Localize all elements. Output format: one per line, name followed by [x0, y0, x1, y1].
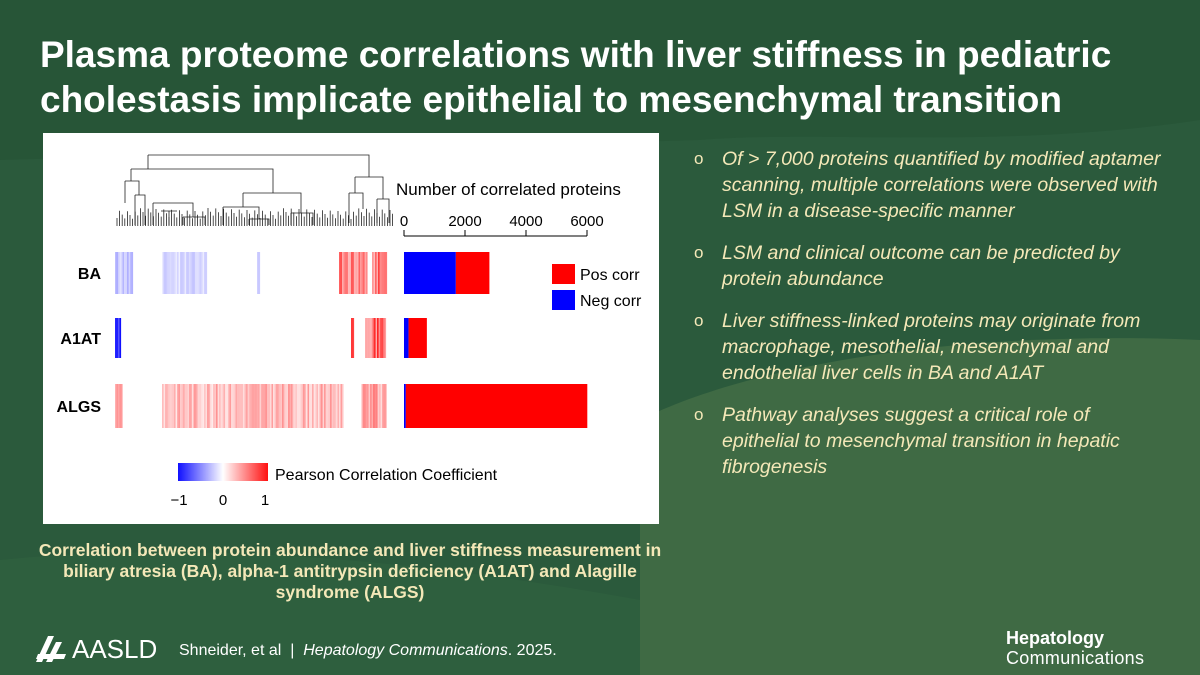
- journal-brand-line2: Communications: [1006, 648, 1145, 668]
- heatmap-segment: [162, 252, 208, 294]
- bullet-circle-icon: o: [694, 243, 704, 262]
- finding-item: o LSM and clinical outcome can be predict…: [694, 240, 1164, 292]
- finding-text: Liver stiffness-linked proteins may orig…: [722, 310, 1141, 384]
- colorbar: [178, 463, 268, 481]
- heatmap-segment: [257, 252, 261, 294]
- journal-brand-line1: Hepatology: [1006, 628, 1105, 648]
- legend-label: Pos corr: [580, 267, 640, 284]
- heatmap-segment: [339, 252, 368, 294]
- finding-item: o Of > 7,000 proteins quantified by modif…: [694, 146, 1164, 224]
- key-findings-list: o Of > 7,000 proteins quantified by modif…: [694, 146, 1164, 496]
- heatmap-segment: [115, 318, 122, 358]
- colorbar-tick-label: 0: [219, 492, 227, 509]
- dendrogram: [116, 154, 394, 226]
- heatmap-segment: [361, 384, 387, 428]
- figure-caption: Correlation between protein abundance an…: [38, 540, 662, 602]
- bar-pos-algs: [405, 384, 588, 428]
- heatmap-segment: [365, 318, 387, 358]
- legend-swatch: [552, 264, 575, 284]
- bullet-circle-icon: o: [694, 149, 704, 168]
- legend-swatch: [552, 290, 575, 310]
- citation-separator: |: [290, 642, 295, 659]
- finding-text: LSM and clinical outcome can be predicte…: [722, 242, 1120, 290]
- citation-journal: Hepatology Communications: [303, 642, 508, 659]
- bar-pos-a1at: [408, 318, 427, 358]
- heatmap-segment: [372, 252, 388, 294]
- bullet-circle-icon: o: [694, 405, 704, 424]
- correlation-figure: BA A1AT ALGS Number of correlated proteins 0…: [43, 133, 659, 524]
- colorbar-tick-label: 1: [261, 492, 269, 509]
- row-label: BA: [78, 266, 102, 283]
- finding-item: o Liver stiffness-linked proteins may ori…: [694, 308, 1164, 386]
- bar-tick-label: 2000: [448, 213, 481, 230]
- correlation-figure-svg: BA A1AT ALGS Number of correlated proteins 0…: [57, 154, 642, 509]
- heatmap-segment: [162, 384, 344, 428]
- bar-pos-ba: [455, 252, 490, 294]
- heatmap-segment: [115, 384, 123, 428]
- colorbar-tick-label: −1: [170, 492, 187, 509]
- legend-label: Neg corr: [580, 293, 642, 310]
- heatmap-segment: [351, 318, 355, 358]
- bar-axis-title: Number of correlated proteins: [396, 180, 621, 199]
- bullet-circle-icon: o: [694, 311, 704, 330]
- bar-neg-a1at: [404, 318, 409, 358]
- bar-tick-label: 4000: [509, 213, 542, 230]
- heatmap-segment: [115, 252, 134, 294]
- bar-tick-label: 0: [400, 213, 408, 230]
- journal-brand-logo: Hepatology Communications: [1006, 628, 1144, 668]
- citation-authors: Shneider, et al: [179, 642, 282, 659]
- finding-text: Pathway analyses suggest a critical role…: [722, 404, 1120, 478]
- finding-item: o Pathway analyses suggest a critical rol…: [694, 402, 1164, 480]
- slide-title: Plasma proteome correlations with liver …: [40, 34, 1112, 120]
- row-label: ALGS: [57, 399, 102, 416]
- bar-neg-ba: [404, 252, 456, 294]
- citation-year: . 2025.: [507, 642, 557, 659]
- finding-text: Of > 7,000 proteins quantified by modifi…: [722, 148, 1161, 222]
- aasld-mark-icon: [36, 636, 66, 662]
- aasld-logo: AASLD: [34, 632, 157, 666]
- bar-neg-algs: [404, 384, 406, 428]
- colorbar-title: Pearson Correlation Coefficient: [275, 467, 498, 484]
- aasld-wordmark: AASLD: [72, 633, 158, 664]
- bar-tick-label: 6000: [570, 213, 603, 230]
- citation: Shneider, et al | Hepatology Communicati…: [179, 641, 557, 661]
- row-label: A1AT: [60, 331, 101, 348]
